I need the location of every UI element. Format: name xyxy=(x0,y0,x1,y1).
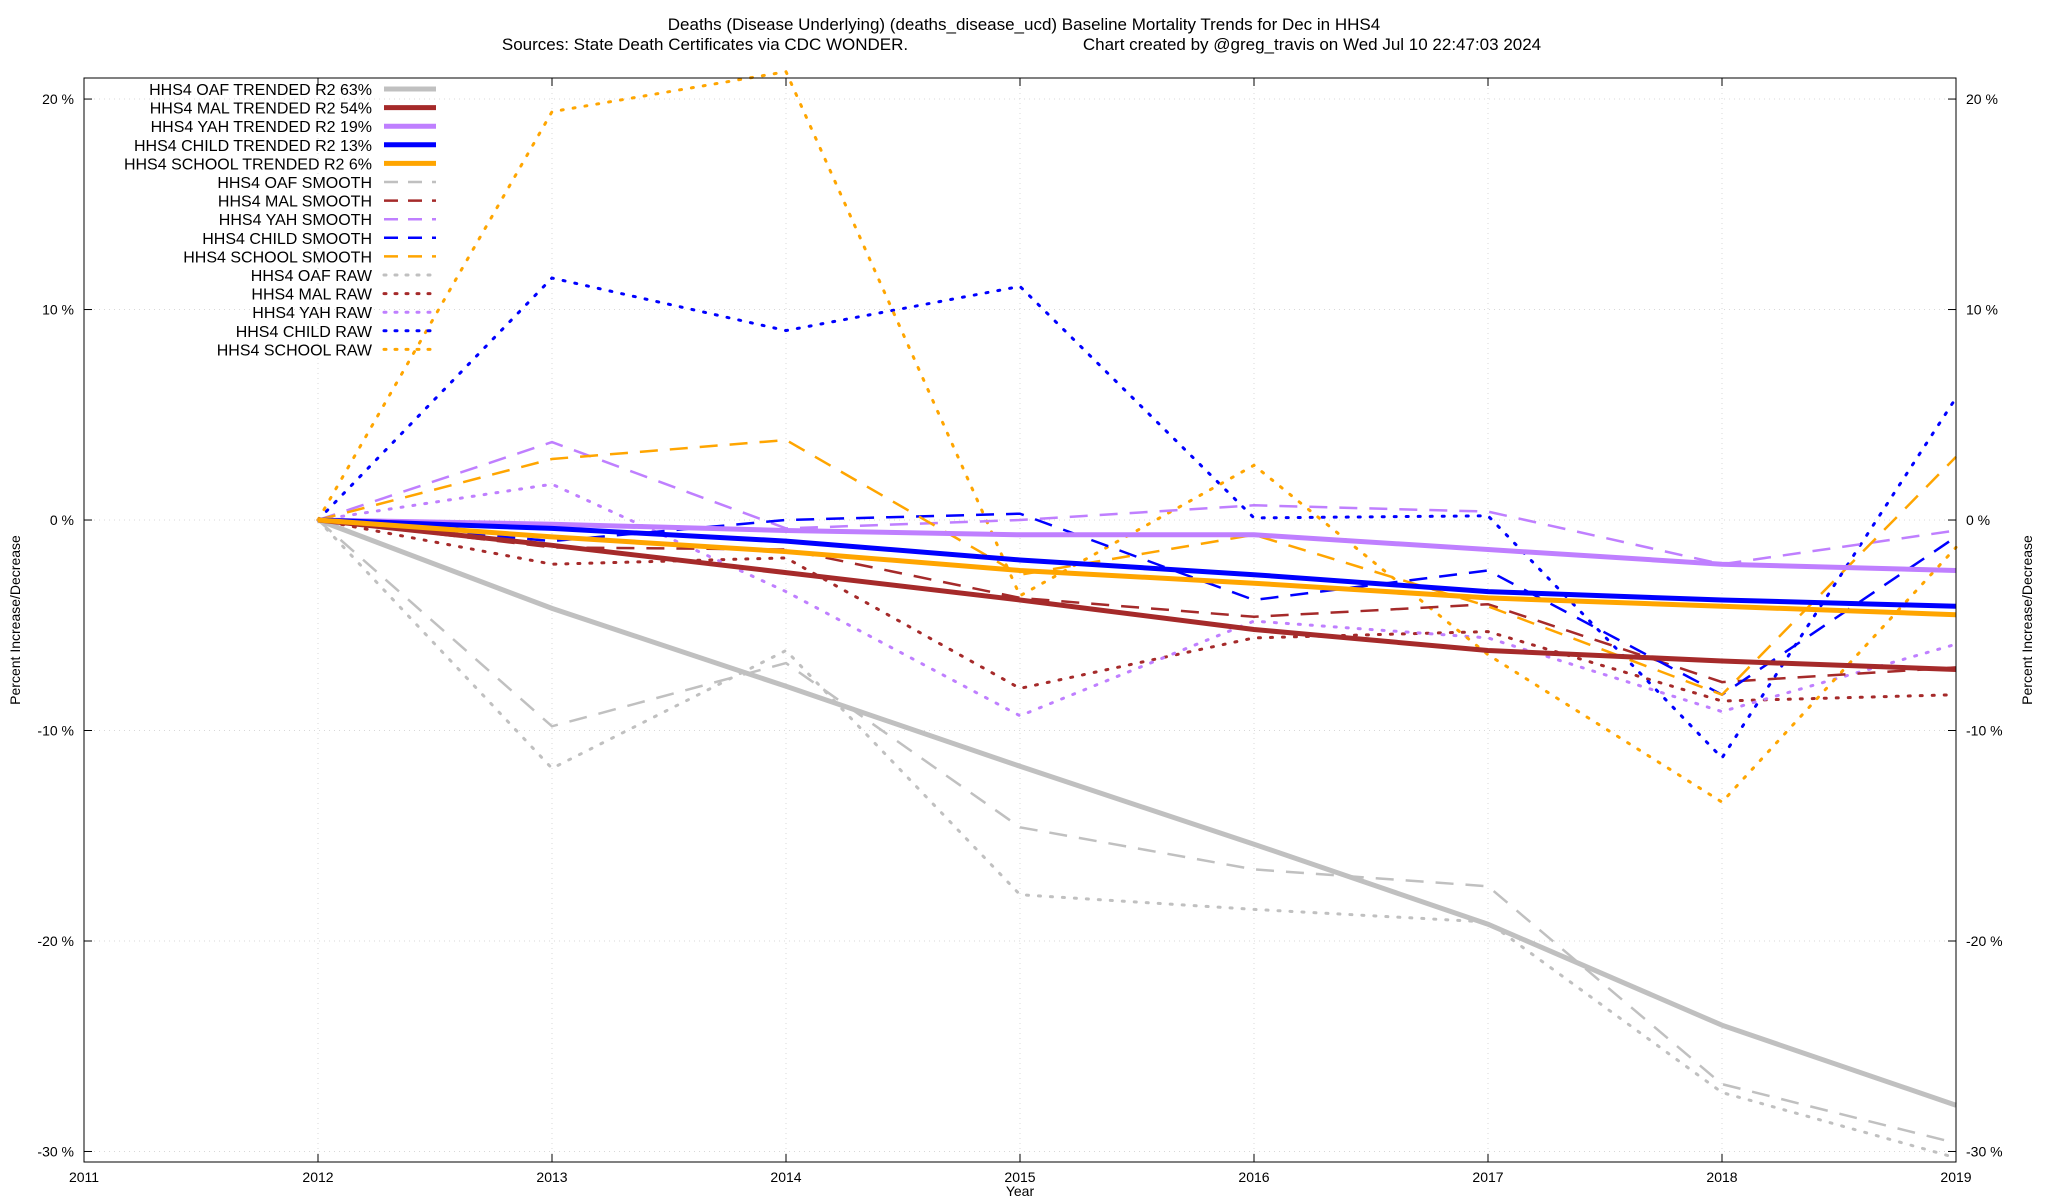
series-line-hhs4-oaf-raw xyxy=(316,518,1958,1160)
series-line-hhs4-oaf-smooth xyxy=(317,519,1957,1145)
legend-label-hhs4-child-trended-r2: HHS4 CHILD TRENDED R2 13% xyxy=(134,138,372,155)
legend-label-hhs4-oaf-smooth: HHS4 OAF SMOOTH xyxy=(217,175,372,192)
y-axis-label: Percent Increase/Decrease xyxy=(7,535,23,705)
y-tick-label: 0 % xyxy=(50,512,74,528)
x-tick-label: 2017 xyxy=(1472,1169,1503,1185)
legend-label-hhs4-mal-trended-r2: HHS4 MAL TRENDED R2 54% xyxy=(150,101,372,118)
series-line-hhs4-school-raw xyxy=(316,70,1958,805)
y2-tick-label: -30 % xyxy=(1966,1143,2003,1159)
chart-subtitle-credit: Chart created by @greg_travis on Wed Jul… xyxy=(1083,35,1541,54)
legend-label-hhs4-child-raw: HHS4 CHILD RAW xyxy=(236,324,373,341)
y-tick-label: 10 % xyxy=(42,302,74,318)
series-line-hhs4-yah-raw xyxy=(316,482,1958,718)
y2-tick-label: 10 % xyxy=(1966,302,1998,318)
x-tick-label: 2011 xyxy=(69,1169,99,1185)
y-tick-label: -20 % xyxy=(37,933,74,949)
y2-tick-label: 0 % xyxy=(1966,512,1990,528)
series-line-hhs4-yah-trended-r2 xyxy=(317,517,1957,573)
grid xyxy=(84,78,1956,1162)
legend-label-hhs4-school-raw: HHS4 SCHOOL RAW xyxy=(217,342,373,359)
series-line-hhs4-school-smooth xyxy=(317,438,1957,697)
x-tick-label: 2019 xyxy=(1940,1169,1971,1185)
series-line-hhs4-mal-trended-r2 xyxy=(317,517,1957,672)
y-tick-label: -30 % xyxy=(37,1143,74,1159)
series-line-hhs4-yah-smooth xyxy=(317,440,1957,566)
series-line-hhs4-oaf-trended-r2 xyxy=(317,517,1957,1108)
x-tick-label: 2016 xyxy=(1238,1169,1269,1185)
legend-label-hhs4-mal-raw: HHS4 MAL RAW xyxy=(251,287,373,304)
legend-label-hhs4-mal-smooth: HHS4 MAL SMOOTH xyxy=(218,194,372,211)
series-line-hhs4-school-trended-r2 xyxy=(317,517,1957,618)
series-layer xyxy=(316,70,1958,1160)
y2-tick-label: 20 % xyxy=(1966,91,1998,107)
y2-axis-label: Percent Increase/Decrease xyxy=(2019,535,2035,705)
series-line-hhs4-child-trended-r2 xyxy=(317,517,1957,609)
x-tick-label: 2014 xyxy=(770,1169,801,1185)
y-tick-label: -10 % xyxy=(37,723,74,739)
series-line-hhs4-child-raw xyxy=(316,276,1958,761)
x-axis-label: Year xyxy=(1006,1183,1035,1199)
x-tick-label: 2013 xyxy=(536,1169,567,1185)
legend: HHS4 OAF TRENDED R2 63% HHS4 MAL TRENDED … xyxy=(124,82,438,359)
legend-label-hhs4-yah-trended-r2: HHS4 YAH TRENDED R2 19% xyxy=(151,119,372,136)
x-tick-label: 2018 xyxy=(1706,1169,1737,1185)
series-line-hhs4-mal-raw xyxy=(316,518,1958,703)
legend-label-hhs4-yah-raw: HHS4 YAH RAW xyxy=(252,305,373,322)
y2-tick-label: -20 % xyxy=(1966,933,2003,949)
y-tick-label: 20 % xyxy=(42,91,74,107)
y2-tick-label: -10 % xyxy=(1966,723,2003,739)
legend-label-hhs4-yah-smooth: HHS4 YAH SMOOTH xyxy=(219,212,372,229)
legend-label-hhs4-school-trended-r2: HHS4 SCHOOL TRENDED R2 6% xyxy=(124,156,372,173)
chart-subtitle-sources: Sources: State Death Certificates via CD… xyxy=(502,35,908,54)
legend-label-hhs4-school-smooth: HHS4 SCHOOL SMOOTH xyxy=(183,249,372,266)
axis-ticks: 2011 2012 2013 2014 2015 2016 2017 2018 2019 20 %… xyxy=(37,78,2003,1185)
x-tick-label: 2012 xyxy=(302,1169,333,1185)
legend-label-hhs4-oaf-trended-r2: HHS4 OAF TRENDED R2 63% xyxy=(149,82,372,99)
x-tick-label: 2015 xyxy=(1004,1169,1035,1185)
legend-label-hhs4-child-smooth: HHS4 CHILD SMOOTH xyxy=(202,231,372,248)
chart-title: Deaths (Disease Underlying) (deaths_dise… xyxy=(668,15,1380,34)
legend-label-hhs4-oaf-raw: HHS4 OAF RAW xyxy=(251,268,373,285)
